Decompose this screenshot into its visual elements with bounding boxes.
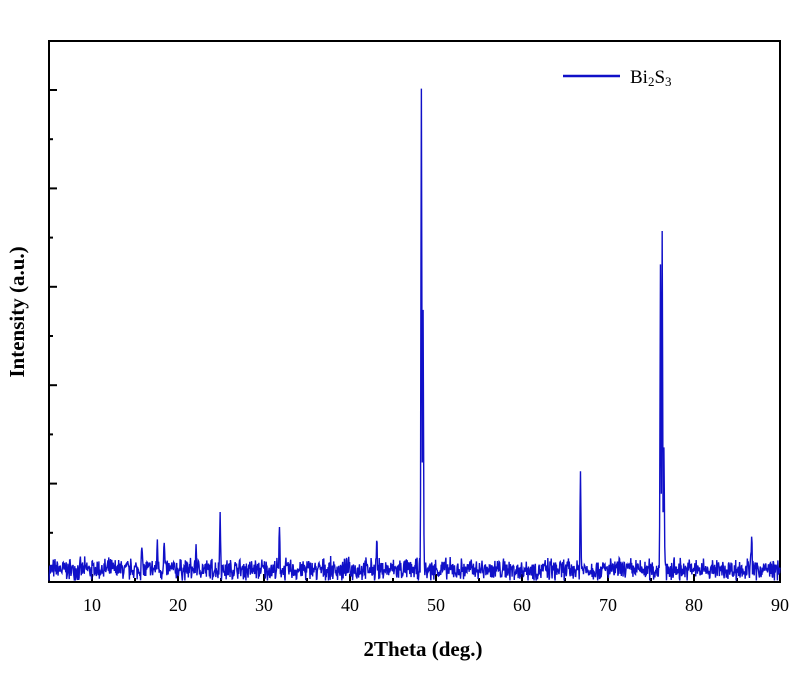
x-ticks: 10 20 30 40 50 60 70 80 90 — [48, 574, 789, 615]
x-tick-label: 40 — [341, 595, 359, 615]
x-tick-label: 30 — [255, 595, 273, 615]
series-line-bi2s3 — [48, 88, 781, 581]
x-tick-label: 90 — [771, 595, 789, 615]
legend-label-base: Bi — [630, 67, 648, 88]
x-tick-label: 20 — [169, 595, 187, 615]
x-tick-label: 60 — [513, 595, 531, 615]
plot-frame — [48, 40, 781, 583]
legend-label-mid: S — [654, 67, 665, 88]
y-axis-title: Intensity (a.u.) — [5, 246, 29, 377]
x-tick-label: 10 — [83, 595, 101, 615]
legend: Bi2S3 — [563, 67, 672, 89]
x-tick-label: 80 — [685, 595, 703, 615]
x-tick-label: 50 — [427, 595, 445, 615]
x-axis-title: 2Theta (deg.) — [364, 637, 483, 661]
legend-label-sub1: 2 — [648, 74, 655, 89]
y-ticks — [49, 89, 57, 534]
x-tick-label: 70 — [599, 595, 617, 615]
legend-label: Bi2S3 — [630, 67, 672, 89]
legend-label-sub2: 3 — [665, 74, 672, 89]
